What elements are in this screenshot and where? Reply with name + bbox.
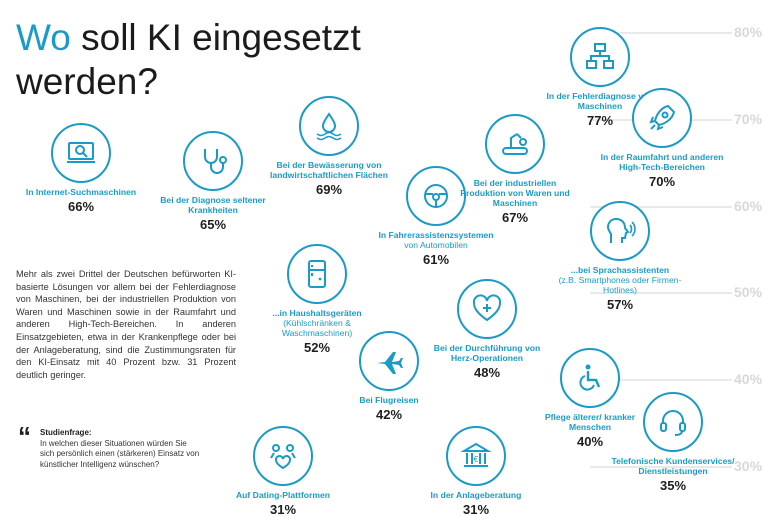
- gridline-50: [590, 292, 732, 295]
- point-value: 35%: [659, 477, 687, 493]
- point-label: Bei der industriellen Produktion von War…: [460, 177, 570, 208]
- point-value: 31%: [269, 502, 297, 517]
- point-label: Bei der Diagnose seltener Krankheiten: [160, 195, 266, 216]
- point-value: 42%: [375, 406, 403, 422]
- chart-point: Bei Flugreisen 42%: [324, 330, 454, 422]
- point-marker: [183, 131, 243, 192]
- point-marker: [485, 113, 545, 174]
- point-label: ...in Haushaltsgeräten: [272, 308, 362, 319]
- point-value: 40%: [576, 434, 604, 450]
- headset-icon: [660, 409, 686, 436]
- chart-point: In Internet-Suchmaschinen 66%: [16, 122, 146, 214]
- tick-label-80: 80%: [734, 24, 763, 40]
- point-label: Pflege älterer/ kranker Menschen: [544, 412, 636, 433]
- tick-label-70: 70%: [734, 110, 763, 127]
- chart-point: Bei der Bewässerung von landwirtschaftli…: [264, 96, 394, 197]
- point-marker: [299, 96, 359, 157]
- airplane-icon: [377, 351, 403, 374]
- svg-text:€: €: [473, 455, 478, 464]
- bank-icon: €: [460, 443, 492, 468]
- water-drop-icon: [316, 112, 342, 141]
- title-line2: werden?: [16, 61, 158, 102]
- point-label: In der Anlageberatung: [430, 490, 522, 501]
- tick-label-30: 30%: [734, 458, 763, 474]
- point-value: 70%: [648, 173, 676, 189]
- point-value: 48%: [473, 364, 501, 380]
- dating-hearts-icon: [270, 444, 296, 470]
- point-marker: €: [446, 426, 506, 487]
- study-heading: Studienfrage:: [40, 428, 92, 437]
- point-label: In Internet-Suchmaschinen: [25, 186, 137, 197]
- conveyor-robot-icon: [502, 132, 528, 155]
- steering-wheel-icon: [424, 183, 448, 208]
- point-label: In der Fehlerdiagnose von Maschinen: [546, 91, 654, 112]
- quote-mark-icon: “: [18, 421, 31, 451]
- point-label: Telefonische Kundenservices/ Dienstleist…: [611, 455, 735, 476]
- point-marker: [287, 244, 347, 305]
- chart-point: Auf Dating-Plattformen 31%: [218, 426, 348, 517]
- point-sublabel: (Kühlschränken & Waschmaschinen): [281, 318, 353, 339]
- rocket-icon: [649, 104, 676, 131]
- tick-label-40: 40%: [734, 371, 763, 388]
- page-title: Wo soll KI eingesetzt werden?: [16, 16, 361, 104]
- title-rest: soll KI eingesetzt: [70, 17, 361, 58]
- point-value: 67%: [501, 209, 529, 225]
- chart-point: In der Fehlerdiagnose von Maschinen 77%: [535, 27, 665, 128]
- point-label: Bei der Durchführung von Herz-Operatione…: [433, 342, 541, 363]
- gridline-40: [590, 379, 732, 382]
- study-question: Studienfrage: In welchen dieser Situatio…: [40, 428, 200, 470]
- intro-text: Mehr als zwei Drittel der Deutschen befü…: [16, 269, 236, 380]
- laptop-search-icon: [67, 141, 95, 163]
- point-value: 61%: [422, 251, 450, 267]
- flowchart-icon: [586, 43, 614, 70]
- chart-point: Telefonische Kundenservices/ Dienstleist…: [608, 391, 738, 493]
- point-marker: [560, 348, 620, 409]
- point-value: 52%: [303, 340, 331, 356]
- chart-point: In Fahrerassistenzsystemen von Automobile…: [371, 165, 501, 267]
- point-marker: [457, 278, 517, 339]
- gridline-80: [590, 32, 732, 34]
- gridline-60: [590, 205, 732, 208]
- fridge-icon: [308, 260, 326, 289]
- tick-label-60: 60%: [734, 197, 763, 214]
- study-text: In welchen dieser Situationen würden Sie…: [40, 438, 200, 469]
- point-value: 66%: [67, 198, 95, 214]
- chart-point: € In der Anlageberatung 31%: [411, 426, 541, 517]
- heart-plus-icon: [472, 294, 502, 321]
- point-marker: [359, 330, 419, 391]
- chart-point: ...bei Sprachassistenten (z.B. Smartphone…: [555, 200, 685, 312]
- chart-point: Bei der industriellen Produktion von War…: [450, 113, 580, 225]
- point-label: Auf Dating-Plattformen: [235, 490, 331, 501]
- chart-point: Bei der Durchführung von Herz-Operatione…: [422, 278, 552, 380]
- point-label: ...bei Sprachassistenten: [570, 264, 670, 275]
- point-marker: [51, 122, 111, 183]
- point-marker: [406, 165, 466, 226]
- point-value: 57%: [606, 296, 634, 312]
- chart-point: ...in Haushaltsgeräten (Kühlschränken & W…: [252, 244, 382, 355]
- point-marker: [632, 87, 692, 148]
- point-sublabel: (z.B. Smartphones oder Firmen-Hotlines): [558, 274, 682, 295]
- tick-label-50: 50%: [734, 284, 763, 301]
- chart-point: In der Raumfahrt und anderen High-Tech-B…: [597, 87, 727, 189]
- chart-point: Pflege älterer/ kranker Menschen 40%: [525, 348, 655, 449]
- point-value: 65%: [199, 217, 227, 233]
- point-sublabel: von Automobilen: [404, 239, 468, 250]
- stethoscope-icon: [204, 149, 227, 175]
- point-label: In Fahrerassistenzsystemen: [378, 229, 494, 240]
- point-label: Bei Flugreisen: [359, 394, 419, 405]
- speaking-head-icon: [606, 217, 636, 243]
- point-marker: [570, 27, 630, 88]
- point-label: In der Raumfahrt und anderen High-Tech-B…: [600, 151, 724, 172]
- point-label: Bei der Bewässerung von landwirtschaftli…: [270, 160, 388, 181]
- point-value: 69%: [315, 182, 343, 198]
- point-marker: [643, 391, 703, 452]
- point-marker: [253, 426, 313, 487]
- chart-point: Bei der Diagnose seltener Krankheiten 65%: [148, 131, 278, 232]
- gridline-30: [590, 466, 732, 468]
- point-marker: [590, 200, 650, 261]
- point-value: 77%: [586, 113, 614, 129]
- title-highlight: Wo: [16, 17, 71, 58]
- point-value: 31%: [462, 502, 490, 517]
- wheelchair-icon: [579, 364, 601, 391]
